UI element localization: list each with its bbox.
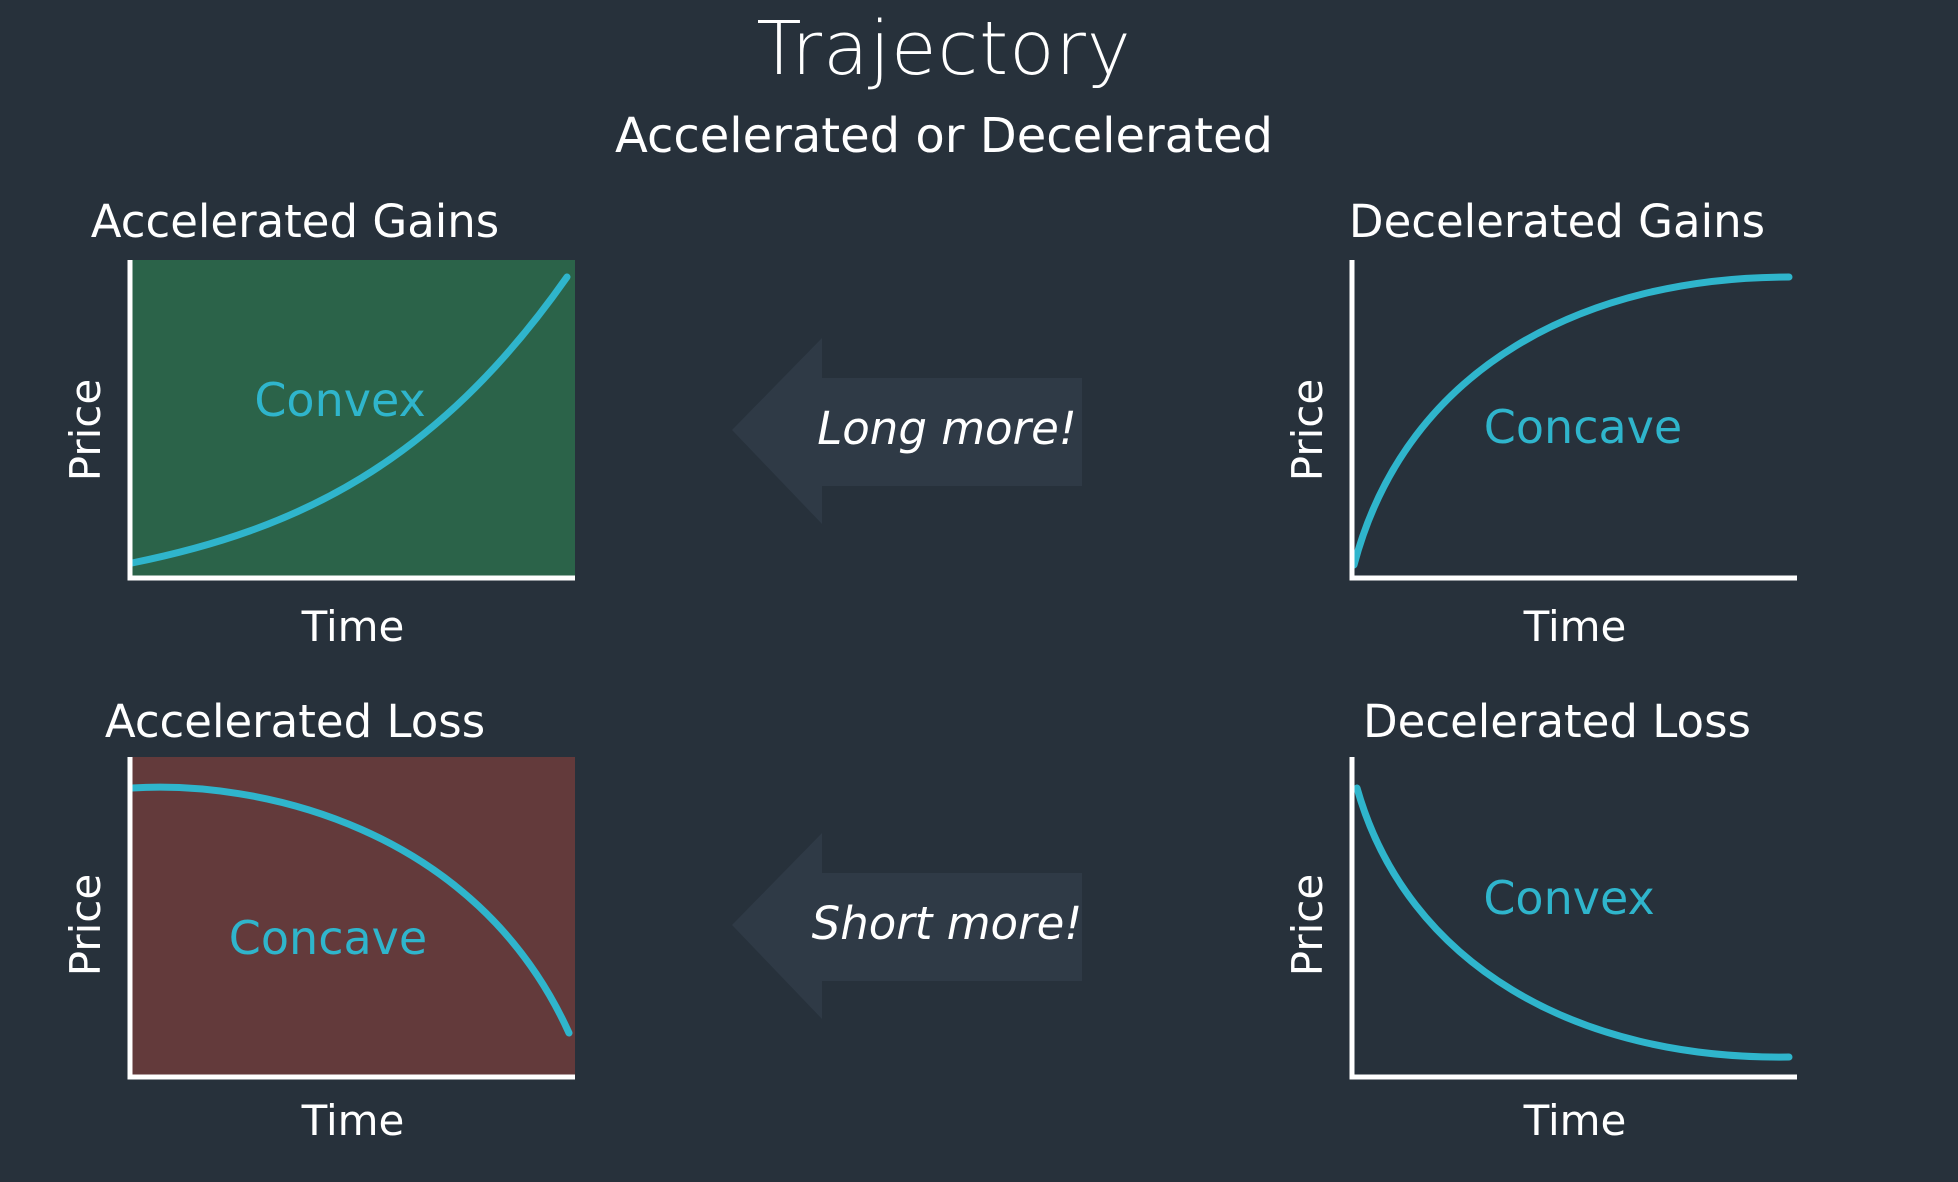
panel-accelerated-gains: Convex Time Price Accelerated Gains <box>55 195 575 675</box>
decelerated-loss-plot: Convex Time Price <box>1283 757 1797 1145</box>
convex-curve <box>128 273 571 567</box>
x-axis-label: Time <box>1523 602 1627 651</box>
y-axis-label: Price <box>61 379 110 481</box>
panel-decelerated-loss: Convex Time Price Decelerated Loss <box>1277 695 1797 1175</box>
panel-accelerated-loss: Concave Time Price Accelerated Loss <box>55 695 575 1175</box>
x-axis-label: Time <box>301 1096 405 1145</box>
convex-curve <box>1353 784 1793 1061</box>
concave-curve <box>1350 273 1793 569</box>
arrow-label: Short more! <box>811 897 1083 950</box>
panel-title: Accelerated Loss <box>104 695 486 748</box>
accelerated-loss-plot: Concave Time Price <box>61 757 575 1145</box>
axes <box>127 757 575 1080</box>
curve-label: Convex <box>254 373 425 427</box>
axes <box>127 260 575 581</box>
left-arrow-icon <box>732 338 1082 524</box>
page-title: Trajectory <box>756 6 1132 92</box>
panel-title: Decelerated Loss <box>1363 695 1751 748</box>
y-axis-label: Price <box>1283 379 1332 481</box>
curve-label: Concave <box>1484 400 1682 454</box>
x-axis-label: Time <box>1523 1096 1627 1145</box>
arrow-label: Long more! <box>817 402 1077 455</box>
gains-fill <box>130 260 575 578</box>
decelerated-gains-plot: Concave Time Price <box>1283 260 1797 651</box>
concave-curve <box>128 783 573 1037</box>
loss-fill <box>130 757 575 1077</box>
panel-title: Decelerated Gains <box>1348 195 1766 248</box>
short-more-arrow: Short more! <box>732 833 1092 1023</box>
x-axis-label: Time <box>301 602 405 651</box>
accelerated-gains-plot: Convex Time Price <box>61 260 575 651</box>
panel-title: Accelerated Gains <box>90 195 500 248</box>
panel-decelerated-gains: Concave Time Price Decelerated Gains <box>1277 195 1797 675</box>
curve-label: Convex <box>1483 871 1654 925</box>
left-arrow-icon <box>732 833 1082 1019</box>
axes <box>1349 757 1797 1080</box>
curve-label: Concave <box>229 911 427 965</box>
axes <box>1349 260 1797 581</box>
y-axis-label: Price <box>1283 874 1332 976</box>
page-subtitle: Accelerated or Decelerated <box>614 108 1273 164</box>
y-axis-label: Price <box>61 874 110 976</box>
long-more-arrow: Long more! <box>732 338 1092 528</box>
